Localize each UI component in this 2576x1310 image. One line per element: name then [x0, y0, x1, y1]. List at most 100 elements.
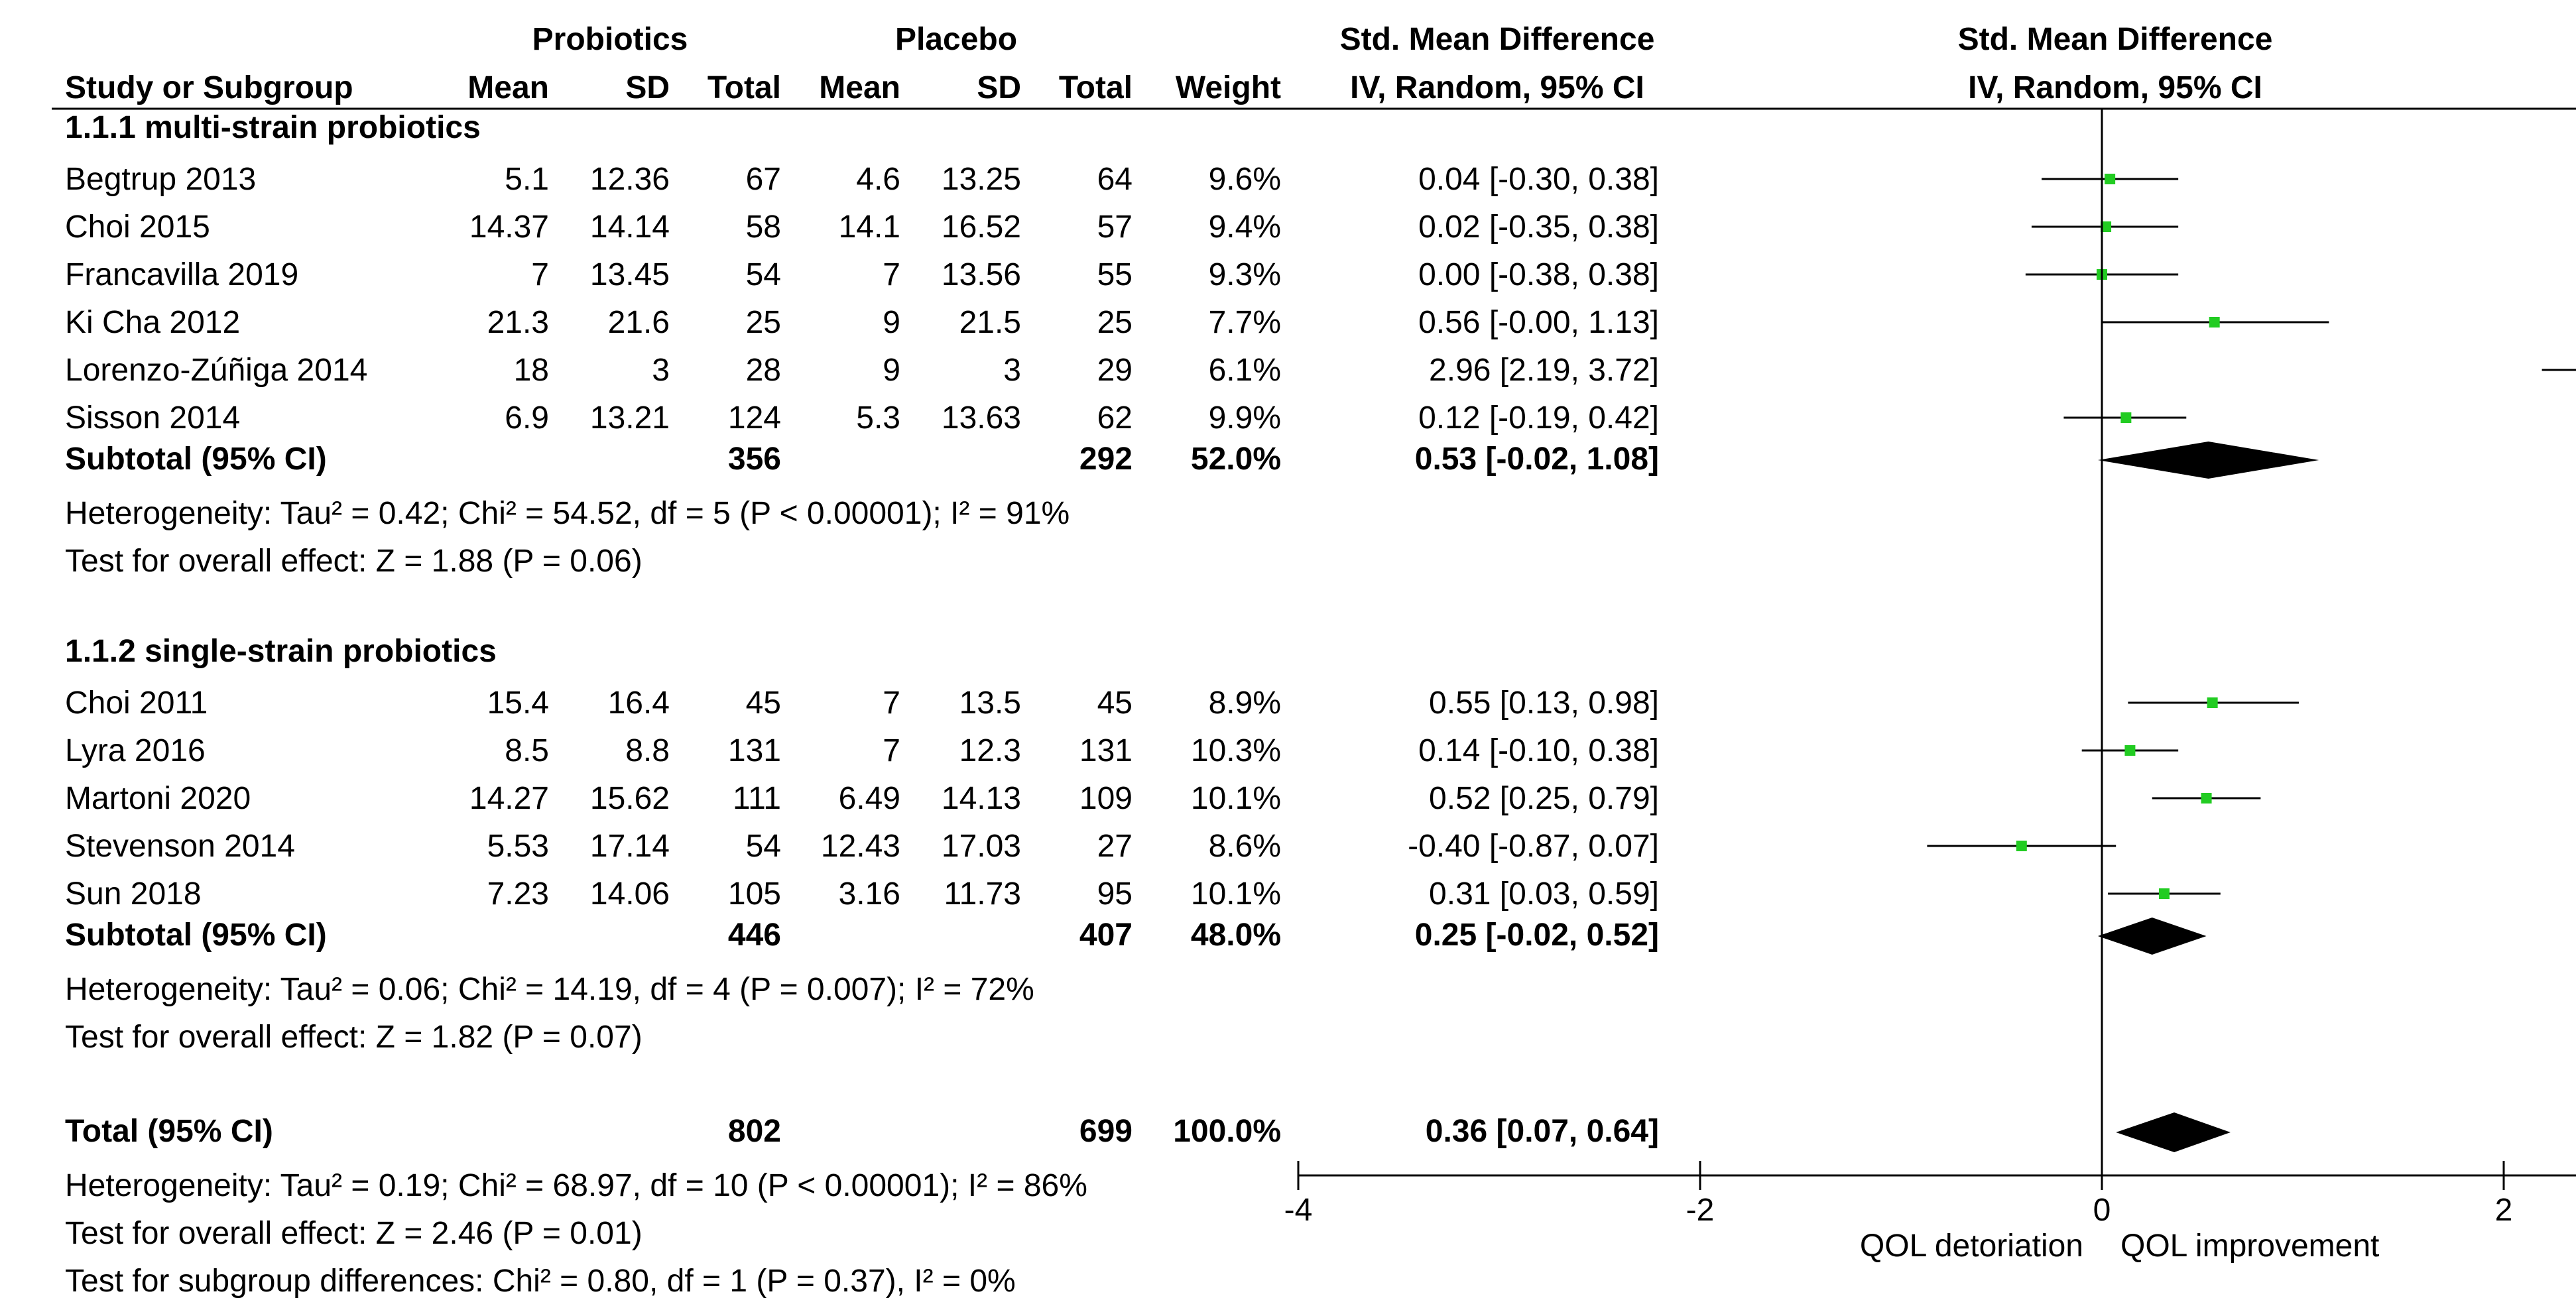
probiotics-sd: 8.8 — [625, 733, 670, 768]
placebo-mean: 7 — [883, 733, 900, 768]
placebo-total: 62 — [1097, 400, 1133, 436]
placebo-sd: 13.63 — [942, 400, 1021, 436]
placebo-mean: 9 — [883, 305, 900, 340]
study-weight: 8.6% — [1209, 829, 1281, 864]
header-mean-1: Mean — [467, 70, 549, 105]
probiotics-sd: 13.21 — [590, 400, 670, 436]
study-name: Sisson 2014 — [65, 400, 240, 436]
effect-marker — [2207, 697, 2218, 708]
effect-marker — [2016, 841, 2027, 851]
left-direction-label: QOL detoriation — [1860, 1228, 2083, 1264]
subgroup-title: 1.1.1 multi-strain probiotics — [65, 110, 481, 145]
probiotics-sd: 12.36 — [590, 162, 670, 197]
placebo-sd: 13.56 — [942, 257, 1021, 292]
placebo-mean: 12.43 — [821, 829, 900, 864]
study-ci: 0.55 [0.13, 0.98] — [1429, 685, 1659, 721]
header-total-2: Total — [1059, 70, 1133, 105]
probiotics-total: 25 — [746, 305, 781, 340]
x-tick-label: -2 — [1686, 1193, 1715, 1228]
subtotal-weight: 52.0% — [1191, 442, 1281, 477]
subtotal-label: Subtotal (95% CI) — [65, 918, 327, 953]
placebo-total: 29 — [1097, 353, 1133, 388]
probiotics-sd: 16.4 — [608, 685, 670, 721]
placebo-mean: 4.6 — [856, 162, 900, 197]
placebo-sd: 17.03 — [942, 829, 1021, 864]
study-weight: 10.3% — [1191, 733, 1281, 768]
subtotal-probiotics-total: 356 — [728, 442, 781, 477]
study-weight: 10.1% — [1191, 781, 1281, 816]
probiotics-mean: 5.1 — [505, 162, 549, 197]
subtotal-probiotics-total: 446 — [728, 918, 781, 953]
effect-marker — [2201, 793, 2212, 804]
subgroup-differences-text: Test for subgroup differences: Chi² = 0.… — [65, 1264, 1016, 1299]
subtotal-diamond — [2097, 442, 2319, 479]
total-ci: 0.36 [0.07, 0.64] — [1426, 1114, 1659, 1149]
x-tick-label: -4 — [1284, 1193, 1313, 1228]
placebo-sd: 3 — [1003, 353, 1021, 388]
study-ci: 0.02 [-0.35, 0.38] — [1418, 209, 1659, 245]
study-name: Lorenzo-Zúñiga 2014 — [65, 353, 367, 388]
study-name: Lyra 2016 — [65, 733, 206, 768]
study-weight: 9.4% — [1209, 209, 1281, 245]
probiotics-mean: 14.27 — [469, 781, 549, 816]
subtotal-ci: 0.53 [-0.02, 1.08] — [1415, 442, 1659, 477]
header-weight: Weight — [1176, 70, 1281, 105]
study-ci: 0.12 [-0.19, 0.42] — [1418, 400, 1659, 436]
probiotics-total: 105 — [728, 876, 781, 912]
placebo-total: 27 — [1097, 829, 1133, 864]
study-weight: 9.9% — [1209, 400, 1281, 436]
subtotal-ci: 0.25 [-0.02, 0.52] — [1415, 918, 1659, 953]
placebo-total: 131 — [1079, 733, 1133, 768]
study-name: Choi 2015 — [65, 209, 210, 245]
x-tick-label: 2 — [2495, 1193, 2513, 1228]
probiotics-mean: 5.53 — [487, 829, 549, 864]
placebo-mean: 7 — [883, 685, 900, 721]
study-name: Choi 2011 — [65, 685, 208, 721]
probiotics-mean: 7.23 — [487, 876, 549, 912]
probiotics-total: 28 — [746, 353, 781, 388]
placebo-sd: 13.5 — [959, 685, 1021, 721]
probiotics-sd: 13.45 — [590, 257, 670, 292]
study-name: Martoni 2020 — [65, 781, 251, 816]
placebo-mean: 6.49 — [839, 781, 900, 816]
placebo-sd: 11.73 — [944, 876, 1021, 912]
right-direction-label: QOL improvement — [2120, 1228, 2379, 1264]
probiotics-total: 111 — [733, 781, 781, 816]
placebo-sd: 12.3 — [959, 733, 1021, 768]
study-ci: -0.40 [-0.87, 0.07] — [1408, 829, 1659, 864]
probiotics-total: 67 — [746, 162, 781, 197]
overall-effect-text: Test for overall effect: Z = 1.88 (P = 0… — [65, 544, 643, 579]
probiotics-total: 58 — [746, 209, 781, 245]
effect-marker — [2209, 317, 2220, 328]
probiotics-sd: 21.6 — [608, 305, 670, 340]
study-ci: 2.96 [2.19, 3.72] — [1429, 353, 1659, 388]
placebo-mean: 3.16 — [839, 876, 900, 912]
probiotics-mean: 14.37 — [469, 209, 549, 245]
total-weight: 100.0% — [1173, 1114, 1281, 1149]
header-smd: Std. Mean Difference — [1340, 22, 1655, 57]
probiotics-mean: 7 — [531, 257, 549, 292]
study-weight: 10.1% — [1191, 876, 1281, 912]
probiotics-mean: 15.4 — [487, 685, 549, 721]
header-group1: Probiotics — [532, 22, 688, 57]
header-study: Study or Subgroup — [65, 70, 353, 105]
study-ci: 0.14 [-0.10, 0.38] — [1418, 733, 1659, 768]
study-ci: 0.52 [0.25, 0.79] — [1429, 781, 1659, 816]
study-name: Stevenson 2014 — [65, 829, 295, 864]
placebo-total: 109 — [1079, 781, 1133, 816]
subtotal-weight: 48.0% — [1191, 918, 1281, 953]
study-name: Sun 2018 — [65, 876, 202, 912]
effect-marker — [2158, 888, 2170, 899]
total-diamond — [2116, 1112, 2231, 1152]
x-tick-label: 0 — [2093, 1193, 2111, 1228]
placebo-mean: 7 — [883, 257, 900, 292]
placebo-sd: 16.52 — [942, 209, 1021, 245]
placebo-sd: 21.5 — [959, 305, 1021, 340]
study-ci: 0.04 [-0.30, 0.38] — [1418, 162, 1659, 197]
study-ci: 0.31 [0.03, 0.59] — [1429, 876, 1659, 912]
heterogeneity-text: Heterogeneity: Tau² = 0.06; Chi² = 14.19… — [65, 972, 1034, 1007]
effect-marker — [2101, 221, 2112, 232]
study-weight: 9.3% — [1209, 257, 1281, 292]
probiotics-sd: 3 — [652, 353, 670, 388]
